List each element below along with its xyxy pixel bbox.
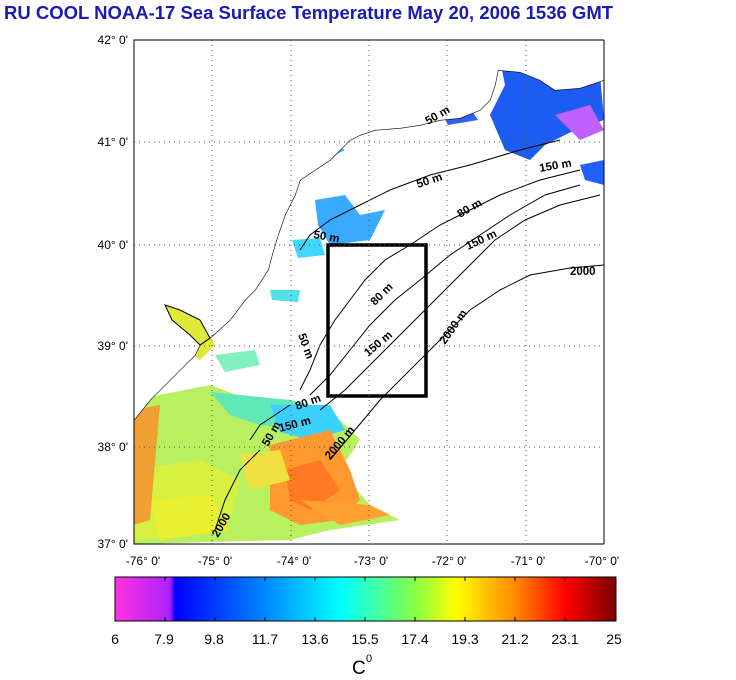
contour-label: 50 m xyxy=(312,229,340,245)
colorbar-tick: 11.7 xyxy=(252,631,278,647)
colorbar-tick: 23.1 xyxy=(551,631,578,647)
lon-label: -74° 0' xyxy=(277,554,311,568)
colorbar-tick: 15.5 xyxy=(351,631,378,647)
contour-label: 2000 xyxy=(570,266,596,278)
lat-label: 42° 0' xyxy=(98,33,128,47)
sst-data-layer xyxy=(134,40,604,544)
lat-label: 41° 0' xyxy=(98,135,128,149)
graticule xyxy=(134,40,604,544)
map-frame xyxy=(133,39,605,545)
longitude-axis: -76° 0' -75° 0' -74° 0' -73° 0' -72° 0' … xyxy=(126,554,619,568)
lon-label: -72° 0' xyxy=(432,554,466,568)
map-title: RU COOL NOAA-17 Sea Surface Temperature … xyxy=(4,2,614,23)
lat-label: 39° 0' xyxy=(98,339,128,353)
colorbar-unit: C xyxy=(352,658,366,679)
colorbar-tick: 21.2 xyxy=(501,631,528,647)
colorbar-tick: 13.6 xyxy=(301,631,328,647)
study-area-box xyxy=(326,243,428,398)
colorbar-tick: 25 xyxy=(606,631,622,647)
colorbar-tick: 17.4 xyxy=(401,631,428,647)
lon-label: -76° 0' xyxy=(126,554,160,568)
lat-label: 40° 0' xyxy=(98,238,128,252)
land-mass xyxy=(134,40,604,420)
lon-label: -73° 0' xyxy=(354,554,388,568)
colorbar-tick: 7.9 xyxy=(154,631,174,647)
latitude-axis: 42° 0' 41° 0' 40° 0' 39° 0' 38° 0' 37° 0… xyxy=(98,33,128,551)
lat-label: 38° 0' xyxy=(98,440,128,454)
lon-label: -70° 0' xyxy=(585,554,619,568)
lat-label: 37° 0' xyxy=(98,537,128,551)
colorbar-unit-superscript: 0 xyxy=(366,653,372,665)
colorbar-gradient xyxy=(114,576,617,622)
colorbar-tick: 9.8 xyxy=(204,631,224,647)
colorbar-tick: 6 xyxy=(111,631,119,647)
contour-label: 150 m xyxy=(538,157,572,174)
lon-label: -71° 0' xyxy=(511,554,545,568)
bathymetry-contours xyxy=(214,139,604,531)
colorbar: 6 7.9 9.8 11.7 13.6 15.5 17.4 19.3 21.2 … xyxy=(111,576,622,679)
lon-label: -75° 0' xyxy=(198,554,232,568)
colorbar-tick: 19.3 xyxy=(451,631,478,647)
